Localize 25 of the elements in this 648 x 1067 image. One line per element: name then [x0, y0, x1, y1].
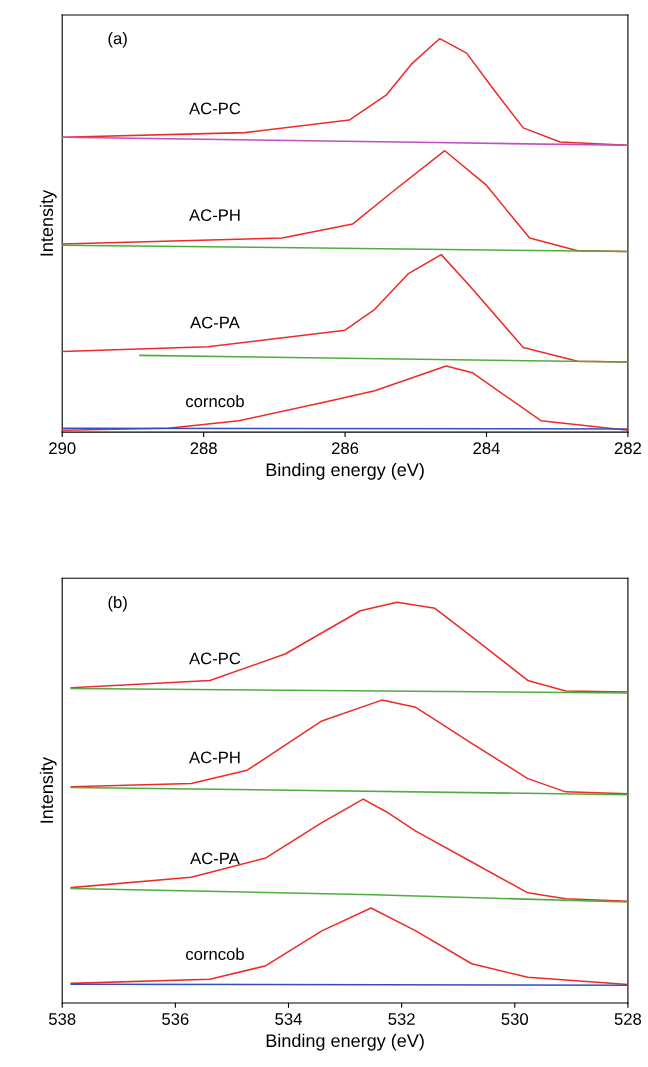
y-axis-title: Intensity: [39, 189, 57, 256]
x-axis-title: Binding energy (eV): [266, 1033, 424, 1051]
series-label: AC-PA: [190, 316, 240, 329]
x-tick-label: 532: [388, 1013, 415, 1025]
series-label: AC-PH: [189, 751, 240, 764]
x-tick-label: 290: [49, 442, 76, 455]
series-label: AC-PH: [189, 209, 240, 222]
series-label: corncob: [186, 394, 244, 408]
x-tick-label: 282: [614, 442, 641, 455]
x-tick-label: 286: [332, 442, 359, 455]
series-label: AC-PC: [189, 652, 241, 665]
x-axis-title: Binding energy (eV): [266, 462, 424, 480]
x-tick-label: 530: [501, 1013, 529, 1025]
annotation: (a): [108, 32, 127, 48]
series-label: AC-PC: [189, 102, 241, 115]
x-tick-label: 534: [275, 1013, 302, 1025]
x-tick-label: 536: [162, 1013, 189, 1025]
x-tick-label: 288: [190, 442, 217, 455]
series-label: AC-PA: [190, 852, 240, 865]
x-tick-label: 528: [614, 1013, 642, 1025]
annotation: (b): [108, 595, 127, 612]
x-tick-label: 284: [473, 442, 500, 455]
y-axis-title: Intensity: [39, 757, 57, 823]
series-label: corncob: [186, 947, 244, 961]
x-tick-label: 538: [48, 1013, 76, 1025]
